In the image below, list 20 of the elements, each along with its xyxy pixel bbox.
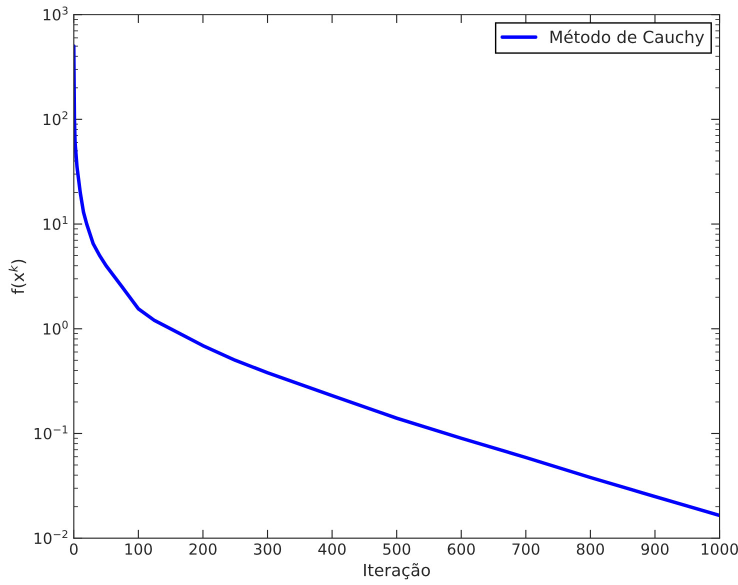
x-tick-label: 0: [70, 543, 78, 555]
x-tick-label: 800: [576, 543, 604, 555]
x-axis-title: Iteração: [364, 563, 430, 580]
x-tick-label: 600: [448, 543, 475, 555]
y-axis-title: f(x$^{k}$): [8, 260, 26, 294]
y-tick-label: 10$^{−2}$: [34, 530, 68, 544]
x-tick-label: 100: [125, 543, 152, 555]
y-tick-label: 10$^{2}$: [44, 111, 68, 126]
y-tick-label: 10$^{1}$: [44, 216, 68, 230]
y-tick-label: 10$^{3}$: [44, 6, 68, 21]
x-tick-label: 900: [641, 543, 669, 555]
x-tick-label: 700: [512, 543, 540, 555]
legend-label: Método de Cauchy: [550, 30, 704, 46]
x-tick-label: 200: [189, 543, 217, 555]
x-tick-label: 300: [254, 543, 282, 555]
x-tick-label: 500: [383, 543, 410, 555]
x-tick-label: 1000: [702, 543, 738, 555]
y-tick-label: 10$^{0}$: [44, 320, 68, 335]
y-tick-label: 10$^{−1}$: [34, 426, 68, 440]
x-tick-label: 400: [318, 543, 346, 555]
